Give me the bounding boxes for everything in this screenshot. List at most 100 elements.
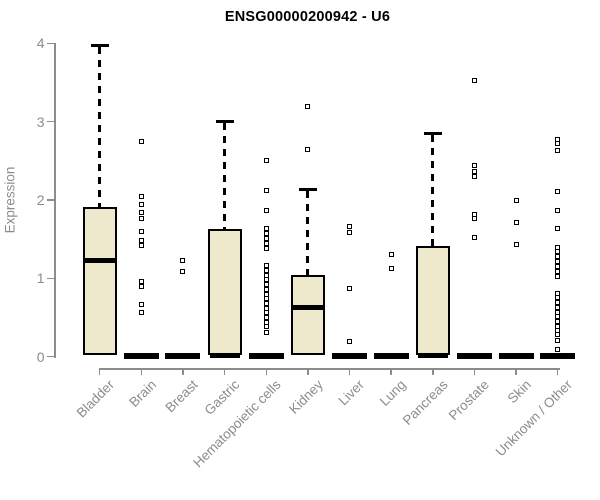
outlier-point-unknown-other	[555, 305, 560, 310]
outlier-point-hematopoietic-cells	[264, 330, 269, 335]
outlier-point-brain	[139, 194, 144, 199]
whisker-bladder	[98, 47, 102, 208]
outlier-point-hematopoietic-cells	[264, 301, 269, 306]
x-axis-tick	[182, 368, 184, 375]
outlier-point-unknown-other	[555, 254, 560, 259]
outlier-point-hematopoietic-cells	[264, 282, 269, 287]
y-axis-title: Expression	[2, 166, 18, 234]
y-axis-tick-label: 1	[36, 270, 45, 287]
collapsed-box-prostate	[456, 352, 492, 359]
outlier-point-brain	[139, 210, 144, 215]
x-axis-category-label-brain: Brain	[126, 377, 159, 410]
outlier-point-prostate	[472, 163, 477, 168]
outlier-point-unknown-other	[555, 208, 560, 213]
outlier-point-hematopoietic-cells	[264, 188, 269, 193]
outlier-point-prostate	[472, 235, 477, 240]
whisker-cap-bladder	[90, 44, 109, 48]
x-axis-line	[99, 368, 560, 370]
outlier-point-unknown-other	[555, 295, 560, 300]
whisker-cap-pancreas	[423, 131, 442, 135]
y-axis-tick	[47, 42, 54, 45]
x-axis-tick	[223, 368, 226, 375]
outlier-point-hematopoietic-cells	[264, 324, 269, 329]
collapsed-box-hematopoietic-cells	[248, 352, 284, 359]
collapsed-box-lung	[373, 352, 409, 359]
outlier-point-hematopoietic-cells	[264, 208, 269, 213]
x-axis-category-label-pancreas: Pancreas	[399, 377, 451, 428]
median-kidney	[292, 304, 323, 310]
outlier-point-hematopoietic-cells	[264, 236, 269, 241]
outlier-point-unknown-other	[555, 274, 560, 279]
outlier-point-brain	[139, 229, 144, 234]
outlier-point-brain	[139, 243, 144, 248]
outlier-point-liver	[347, 230, 352, 235]
outlier-point-hematopoietic-cells	[264, 246, 269, 251]
outlier-point-unknown-other	[555, 314, 560, 319]
outlier-point-prostate	[472, 78, 477, 83]
outlier-point-hematopoietic-cells	[264, 310, 269, 315]
x-axis-tick	[390, 368, 392, 375]
outlier-point-brain	[139, 238, 144, 243]
outlier-point-unknown-other	[555, 347, 560, 352]
whisker-cap-gastric	[215, 120, 234, 124]
outlier-point-unknown-other	[555, 189, 560, 194]
whisker-gastric	[223, 123, 227, 229]
whisker-pancreas	[431, 134, 435, 247]
outlier-point-unknown-other	[555, 259, 560, 264]
outlier-point-breast	[180, 258, 185, 263]
x-axis-tick	[140, 368, 143, 375]
outlier-point-kidney	[305, 104, 310, 109]
outlier-point-hematopoietic-cells	[264, 263, 269, 268]
outlier-point-skin	[514, 220, 519, 225]
outlier-point-hematopoietic-cells	[264, 226, 269, 231]
x-axis-category-label-liver: Liver	[335, 377, 368, 409]
x-axis-tick	[432, 368, 434, 375]
x-axis-category-label-kidney: Kidney	[285, 377, 326, 417]
outlier-point-hematopoietic-cells	[264, 296, 269, 301]
outlier-point-brain	[139, 279, 144, 284]
collapsed-box-breast	[165, 352, 201, 359]
outlier-point-hematopoietic-cells	[264, 231, 269, 236]
box-bladder	[82, 207, 117, 356]
x-axis-category-label-lung: Lung	[376, 377, 409, 409]
outlier-point-unknown-other	[555, 226, 560, 231]
collapsed-box-skin	[498, 352, 534, 359]
outlier-point-unknown-other	[555, 338, 560, 343]
box-pancreas	[415, 246, 450, 356]
y-axis-tick	[47, 355, 54, 358]
outlier-point-unknown-other	[555, 269, 560, 274]
outlier-point-unknown-other	[555, 249, 560, 254]
outlier-point-unknown-other	[555, 319, 560, 324]
outlier-point-brain	[139, 202, 144, 207]
y-axis-tick	[47, 120, 54, 123]
box-gastric	[207, 229, 242, 356]
outlier-point-kidney	[305, 147, 310, 152]
outlier-point-liver	[347, 339, 352, 344]
x-axis-tick	[473, 368, 476, 375]
y-axis-tick	[47, 199, 54, 201]
outlier-point-lung	[389, 266, 394, 271]
outlier-point-unknown-other	[555, 264, 560, 269]
collapsed-box-brain	[123, 352, 159, 359]
outlier-point-hematopoietic-cells	[264, 287, 269, 292]
outlier-point-unknown-other	[555, 141, 560, 146]
chart-title: ENSG00000200942 - U6	[224, 9, 391, 25]
x-axis-category-label-breast: Breast	[162, 377, 201, 416]
outlier-point-prostate	[472, 169, 477, 174]
x-axis-tick	[515, 368, 517, 375]
outlier-point-hematopoietic-cells	[264, 277, 269, 282]
outlier-point-hematopoietic-cells	[264, 315, 269, 320]
whisker-kidney	[306, 190, 310, 276]
outlier-point-hematopoietic-cells	[264, 241, 269, 246]
outlier-point-skin	[514, 198, 519, 203]
x-axis-category-label-prostate: Prostate	[445, 377, 493, 424]
collapsed-box-liver	[332, 352, 368, 359]
outlier-point-liver	[347, 286, 352, 291]
y-axis-tick-label: 4	[36, 35, 45, 52]
x-axis-category-label-gastric: Gastric	[201, 377, 243, 418]
y-axis-tick-label: 0	[36, 348, 45, 365]
outlier-point-unknown-other	[555, 300, 560, 305]
median-pancreas	[417, 352, 448, 358]
median-gastric	[209, 352, 240, 358]
